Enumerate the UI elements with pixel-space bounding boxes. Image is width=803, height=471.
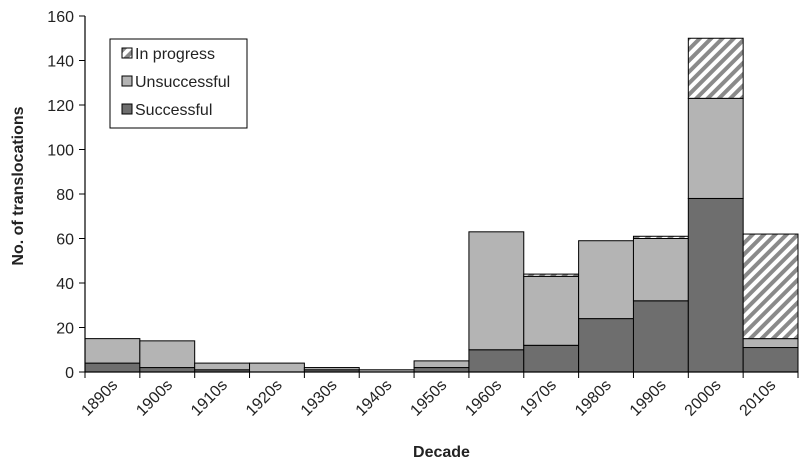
legend-swatch-in-progress — [121, 47, 133, 59]
legend-label-in-progress: In progress — [135, 46, 215, 63]
y-tick-label-20: 20 — [56, 321, 74, 338]
x-tick-label-1960s: 1960s — [462, 377, 505, 420]
y-tick-label-0: 0 — [65, 365, 74, 382]
bar-1970s-in-progress — [523, 273, 580, 277]
x-tick-label-1890s: 1890s — [78, 377, 121, 420]
bar-1900s-successful — [139, 367, 196, 373]
legend-box — [109, 38, 248, 129]
x-tick-label-1910s: 1910s — [188, 377, 231, 420]
y-tick-label-160: 160 — [47, 9, 74, 26]
y-axis-title: No. of translocations — [10, 106, 27, 266]
bar-1990s-successful — [632, 300, 689, 373]
y-tick-label-120: 120 — [47, 98, 74, 115]
x-tick-label-1950s: 1950s — [407, 377, 450, 420]
x-tick-label-2010s: 2010s — [737, 377, 780, 420]
bar-2010s-in-progress — [742, 233, 799, 340]
bar-1900s-unsuccessful — [139, 340, 196, 369]
legend-label-unsuccessful: Unsuccessful — [135, 74, 230, 91]
bar-2010s-successful — [742, 347, 799, 373]
legend: In progress Unsuccessful Successful — [109, 38, 248, 129]
y-tick-label-100: 100 — [47, 143, 74, 160]
x-tick-label-1930s: 1930s — [298, 377, 341, 420]
bar-2000s-unsuccessful — [687, 97, 744, 199]
x-tick-label-1990s: 1990s — [627, 377, 670, 420]
legend-swatch-successful — [121, 103, 133, 115]
bar-1970s-unsuccessful — [523, 275, 580, 346]
bar-1910s-unsuccessful — [194, 362, 251, 371]
bar-2000s-successful — [687, 197, 744, 373]
x-tick-label-1940s: 1940s — [353, 377, 396, 420]
x-tick-label-1970s: 1970s — [517, 377, 560, 420]
y-tick-label-60: 60 — [56, 232, 74, 249]
y-tick-label-140: 140 — [47, 54, 74, 71]
bar-1950s-successful — [413, 367, 470, 373]
bar-1950s-unsuccessful — [413, 360, 470, 369]
bar-1960s-successful — [468, 349, 525, 373]
x-tick-label-1900s: 1900s — [133, 377, 176, 420]
y-axis-title-wrap: No. of translocations — [4, 0, 34, 372]
bar-1990s-unsuccessful — [632, 238, 689, 302]
legend-label-successful: Successful — [135, 102, 212, 119]
bar-1970s-successful — [523, 344, 580, 373]
x-axis-title: Decade — [413, 444, 470, 461]
bar-1890s-successful — [84, 362, 141, 373]
bar-1930s-unsuccessful — [303, 367, 360, 371]
bars-layer — [84, 37, 799, 373]
bar-1980s-successful — [578, 318, 634, 373]
x-tick-label-2000s: 2000s — [682, 377, 725, 420]
bar-2010s-unsuccessful — [742, 338, 799, 349]
y-tick-label-40: 40 — [56, 276, 74, 293]
bar-1990s-in-progress — [632, 235, 689, 239]
x-tick-label-1920s: 1920s — [243, 377, 286, 420]
legend-swatch-unsuccessful — [121, 75, 133, 87]
bar-1920s-unsuccessful — [249, 362, 305, 373]
bar-2000s-in-progress — [687, 37, 744, 99]
y-tick-label-80: 80 — [56, 187, 74, 204]
bar-1980s-unsuccessful — [578, 240, 634, 320]
bar-1890s-unsuccessful — [84, 338, 141, 364]
x-tick-label-1980s: 1980s — [572, 377, 615, 420]
bar-1960s-unsuccessful — [468, 231, 525, 351]
